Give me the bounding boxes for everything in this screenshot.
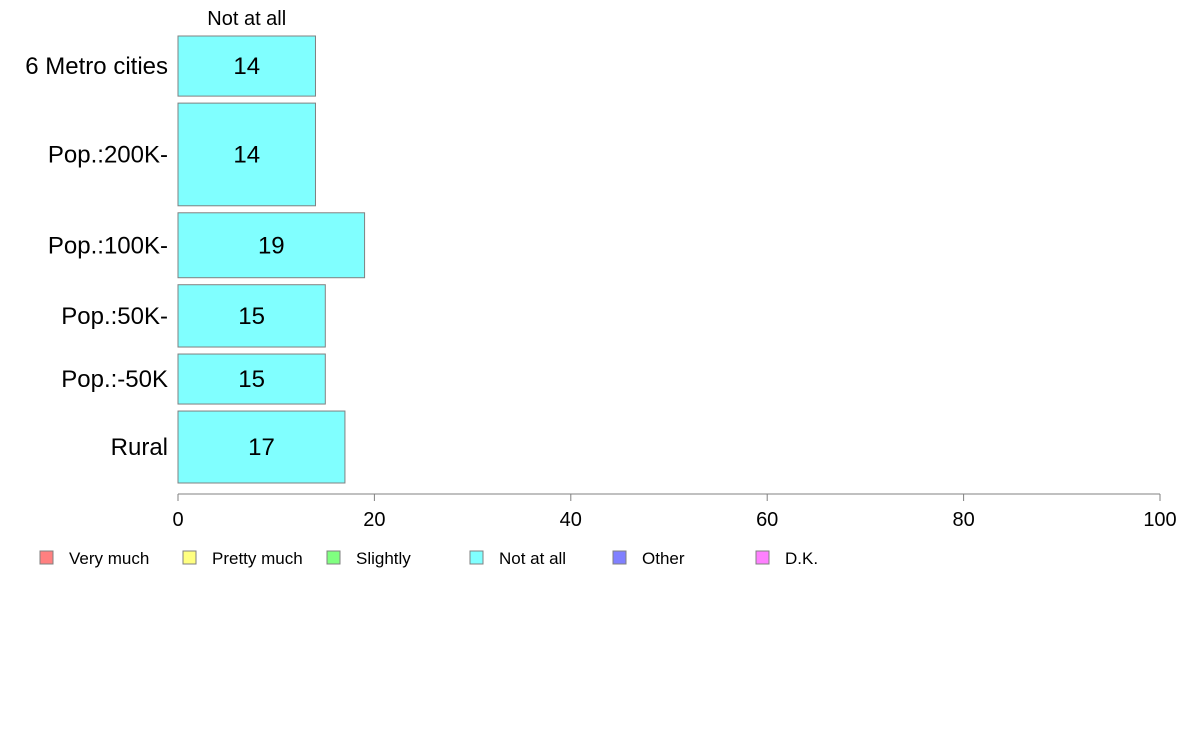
legend: Very much Pretty much Slightly Not at all Ot… [39,549,818,568]
value-label: 15 [238,303,265,330]
value-label: 14 [233,141,260,168]
value-label: 15 [238,366,265,393]
category-label: Rural [111,434,168,461]
x-tick-label: 20 [363,509,385,531]
legend-swatch [182,550,197,565]
x-tick-label: 100 [1143,509,1176,531]
x-tick-label: 80 [952,509,974,531]
bar-segment [177,410,346,484]
bars-layer: Not at all 6 Metro cities 14 Pop.:200K- 14 Po… [25,8,366,484]
legend-label: Other [642,549,685,568]
bar-segment [177,212,366,279]
column-header: Not at all [207,8,286,30]
bar-segment [177,102,316,207]
legend-swatch [755,550,770,565]
x-tick-label: 0 [172,509,183,531]
x-tick-label: 60 [756,509,778,531]
legend-swatch [39,550,54,565]
legend-swatch [469,550,484,565]
x-tick-label: 40 [560,509,582,531]
legend-label: D.K. [785,549,818,568]
legend-label: Slightly [356,549,411,568]
category-label: Pop.:-50K [61,366,168,393]
value-label: 14 [233,53,260,80]
legend-swatch [612,550,627,565]
legend-label: Pretty much [212,549,303,568]
legend-label: Very much [69,549,149,568]
value-label: 17 [248,434,275,461]
x-axis: 0 20 40 60 80 100 [172,493,1177,531]
legend-swatch [326,550,341,565]
category-label: Pop.:100K- [48,232,168,259]
category-label: 6 Metro cities [25,53,168,80]
bar-segment [177,284,326,348]
bar-segment [177,35,316,97]
legend-label: Not at all [499,549,566,568]
category-label: Pop.:200K- [48,141,168,168]
category-label: Pop.:50K- [61,303,168,330]
bar-segment [177,353,326,405]
value-label: 19 [258,232,285,259]
